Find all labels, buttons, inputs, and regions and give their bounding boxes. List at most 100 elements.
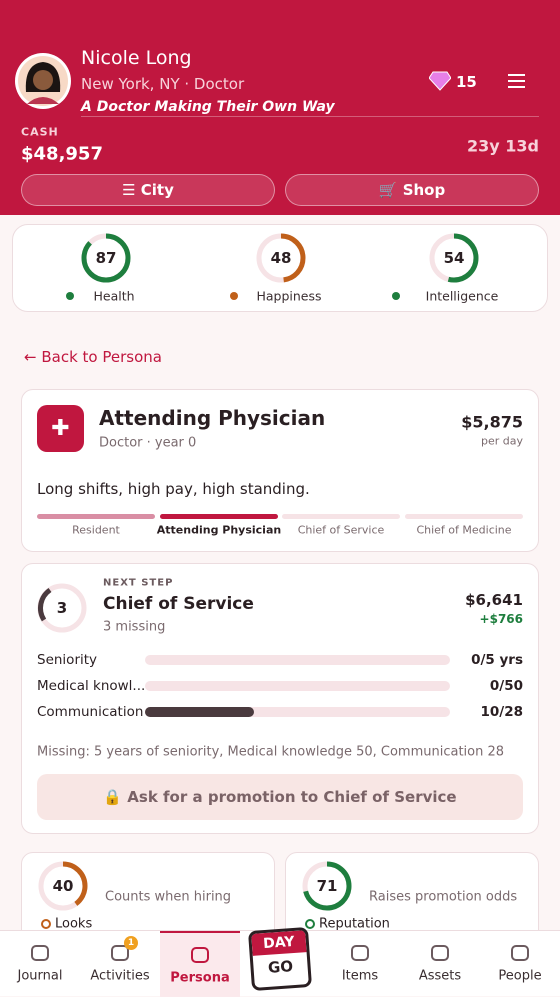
trait-icon xyxy=(41,919,51,929)
gem-icon xyxy=(429,71,451,91)
job-icon: ✚ xyxy=(37,405,84,452)
trait-icon xyxy=(305,919,315,929)
trait-note: Raises promotion odds xyxy=(369,889,518,905)
nav-item[interactable]: Activities xyxy=(80,931,160,997)
trait-note: Counts when hiring xyxy=(105,889,232,905)
ladder-label: Resident xyxy=(72,523,120,537)
button-label: Ask for a promotion to Chief of Service xyxy=(127,788,457,806)
ring-value: 54 xyxy=(443,249,465,267)
ring-arc xyxy=(429,233,479,283)
nav-label: Activities xyxy=(90,968,150,984)
nav-label: Persona xyxy=(170,970,230,986)
back-label: Back to Persona xyxy=(41,348,162,366)
next-ring xyxy=(37,583,87,633)
ring-value: 71 xyxy=(316,877,338,895)
stat-icon xyxy=(391,292,400,300)
ring-value: 40 xyxy=(52,877,74,895)
nav-bar: Journal Activities Persona Items Assets Peopl… xyxy=(0,926,560,997)
requirement-name: Seniority xyxy=(37,652,98,668)
raise: +$766 xyxy=(479,612,523,626)
nav-label: Items xyxy=(341,968,379,984)
stat-label: Health xyxy=(93,288,135,304)
button-label: Shop xyxy=(402,181,446,199)
stat-icon xyxy=(65,292,74,300)
nav-item[interactable]: Assets xyxy=(400,931,480,997)
ring xyxy=(38,861,88,911)
job-pay: $5,875 xyxy=(461,412,523,432)
nav-label: People xyxy=(498,968,542,984)
stat-icon xyxy=(229,292,238,300)
nav-icon xyxy=(511,945,529,961)
ring-arc xyxy=(38,861,88,911)
nav-label: Assets xyxy=(418,968,462,984)
menu-button[interactable] xyxy=(508,74,525,88)
cash-label: CASH xyxy=(21,125,59,139)
ring-arc xyxy=(302,861,352,911)
shop-button[interactable]: 🛒 Shop xyxy=(285,174,539,206)
go-day: DAY xyxy=(251,930,307,956)
ring-arc xyxy=(81,233,131,283)
stat-label: Happiness xyxy=(256,288,322,304)
nav-icon xyxy=(31,945,49,961)
nav-item[interactable]: Journal xyxy=(0,931,80,997)
requirement-name: Medical knowl... xyxy=(37,678,146,694)
tagline: A Doctor Making Their Own Way xyxy=(81,99,335,115)
nav-item[interactable]: Items xyxy=(320,931,400,997)
city-button[interactable]: ☰ City xyxy=(21,174,275,206)
nav-icon xyxy=(111,945,129,961)
job-card xyxy=(21,389,539,552)
requirement-value: 10/28 xyxy=(480,704,523,720)
button-label: City xyxy=(140,181,174,199)
requirement-track xyxy=(145,655,450,665)
trait-label: Looks xyxy=(55,916,93,932)
ring xyxy=(302,861,352,911)
nav-icon xyxy=(191,947,209,963)
nav-icon xyxy=(351,945,369,961)
requirement-name: Communication xyxy=(37,704,144,720)
stat-label: Intelligence xyxy=(425,288,499,304)
pay-unit: per day xyxy=(480,434,523,448)
gem-count: 15 xyxy=(456,73,477,91)
ring xyxy=(81,233,131,283)
next-title: Chief of Service xyxy=(103,594,254,614)
ladder-step xyxy=(282,514,400,519)
divider xyxy=(81,116,539,117)
ring-value: 48 xyxy=(270,249,292,267)
ladder-step xyxy=(405,514,523,519)
eyebrow: NEXT STEP xyxy=(103,577,174,589)
ladder-step xyxy=(37,514,155,519)
missing-count: 3 missing xyxy=(103,619,166,635)
job-title: Attending Physician xyxy=(99,406,326,430)
cash: $48,957 xyxy=(21,143,103,165)
ladder-step xyxy=(160,514,278,519)
age: 23y 13d xyxy=(467,136,539,156)
ring xyxy=(429,233,479,283)
requirement-track xyxy=(145,681,450,691)
ladder-label: Attending Physician xyxy=(156,523,282,537)
next-pay: $6,641 xyxy=(465,591,523,609)
go-button[interactable]: DAY GO xyxy=(247,926,313,992)
next-ring-value: 3 xyxy=(56,599,68,617)
trait-label: Reputation xyxy=(319,916,390,932)
ring-arc xyxy=(256,233,306,283)
ring xyxy=(256,233,306,283)
back-link[interactable]: ← Back to Persona xyxy=(24,348,162,366)
go-label: GO xyxy=(267,957,294,977)
missing-note: Missing: 5 years of seniority, Medical k… xyxy=(37,744,505,760)
job-meta: Doctor · year 0 xyxy=(99,435,197,451)
promotion-button[interactable]: 🔒 Ask for a promotion to Chief of Servic… xyxy=(37,774,523,820)
job-description: Long shifts, high pay, high standing. xyxy=(37,480,310,498)
subtitle: New York, NY · Doctor xyxy=(81,75,245,93)
requirement-bar xyxy=(145,707,254,717)
nav-icon xyxy=(431,945,449,961)
avatar xyxy=(15,53,71,109)
nav-item[interactable]: Persona xyxy=(160,931,240,997)
requirement-value: 0/50 xyxy=(489,678,523,694)
player-name: Nicole Long xyxy=(81,47,192,69)
requirement-value: 0/5 yrs xyxy=(471,652,523,668)
ring-value: 87 xyxy=(95,249,117,267)
ladder-label: Chief of Medicine xyxy=(416,523,512,537)
nav-label: Journal xyxy=(17,968,63,984)
nav-item[interactable]: People xyxy=(480,931,560,997)
